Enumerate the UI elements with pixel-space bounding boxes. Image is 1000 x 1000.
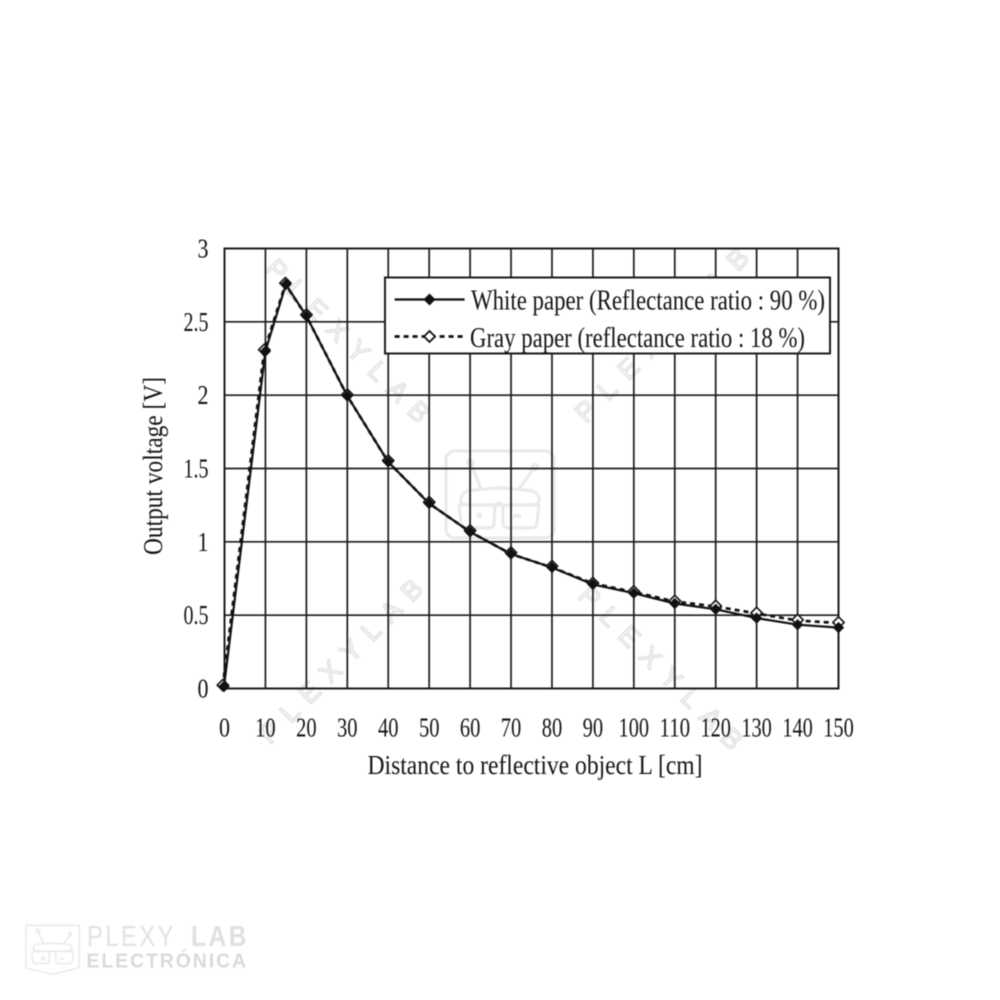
svg-text:130: 130 bbox=[741, 712, 772, 743]
svg-text:80: 80 bbox=[542, 712, 563, 743]
svg-text:70: 70 bbox=[501, 712, 522, 743]
svg-text:0: 0 bbox=[198, 673, 209, 704]
svg-text:30: 30 bbox=[337, 712, 358, 743]
svg-text:50: 50 bbox=[419, 712, 440, 743]
svg-text:0.5: 0.5 bbox=[184, 599, 209, 630]
svg-text:90: 90 bbox=[583, 712, 604, 743]
svg-text:110: 110 bbox=[660, 712, 691, 743]
svg-text:120: 120 bbox=[700, 712, 731, 743]
svg-text:2.5: 2.5 bbox=[184, 306, 209, 337]
svg-text:1: 1 bbox=[198, 526, 209, 557]
svg-text:ELECTRÓNICA: ELECTRÓNICA bbox=[87, 949, 249, 973]
svg-text:White paper (Reflectance ratio: White paper (Reflectance ratio : 90 %) bbox=[471, 286, 825, 317]
svg-text:3: 3 bbox=[198, 233, 209, 264]
svg-text:100: 100 bbox=[619, 712, 650, 743]
svg-text:150: 150 bbox=[823, 712, 854, 743]
svg-text:Gray paper (reflectance ratio: Gray paper (reflectance ratio : 18 %) bbox=[470, 323, 805, 354]
svg-text:40: 40 bbox=[378, 712, 399, 743]
svg-text:1.5: 1.5 bbox=[184, 453, 209, 484]
svg-text:10: 10 bbox=[255, 712, 276, 743]
svg-text:PLEXY: PLEXY bbox=[87, 921, 176, 953]
svg-text:2: 2 bbox=[198, 379, 209, 410]
svg-text:LAB: LAB bbox=[191, 921, 249, 953]
svg-text:0: 0 bbox=[219, 712, 230, 743]
svg-text:Distance to reflective object: Distance to reflective object L [cm] bbox=[368, 750, 703, 780]
svg-text:60: 60 bbox=[460, 712, 481, 743]
svg-text:140: 140 bbox=[782, 712, 813, 743]
svg-text:20: 20 bbox=[296, 712, 317, 743]
svg-text:Output voltage [V]: Output voltage [V] bbox=[138, 377, 168, 555]
